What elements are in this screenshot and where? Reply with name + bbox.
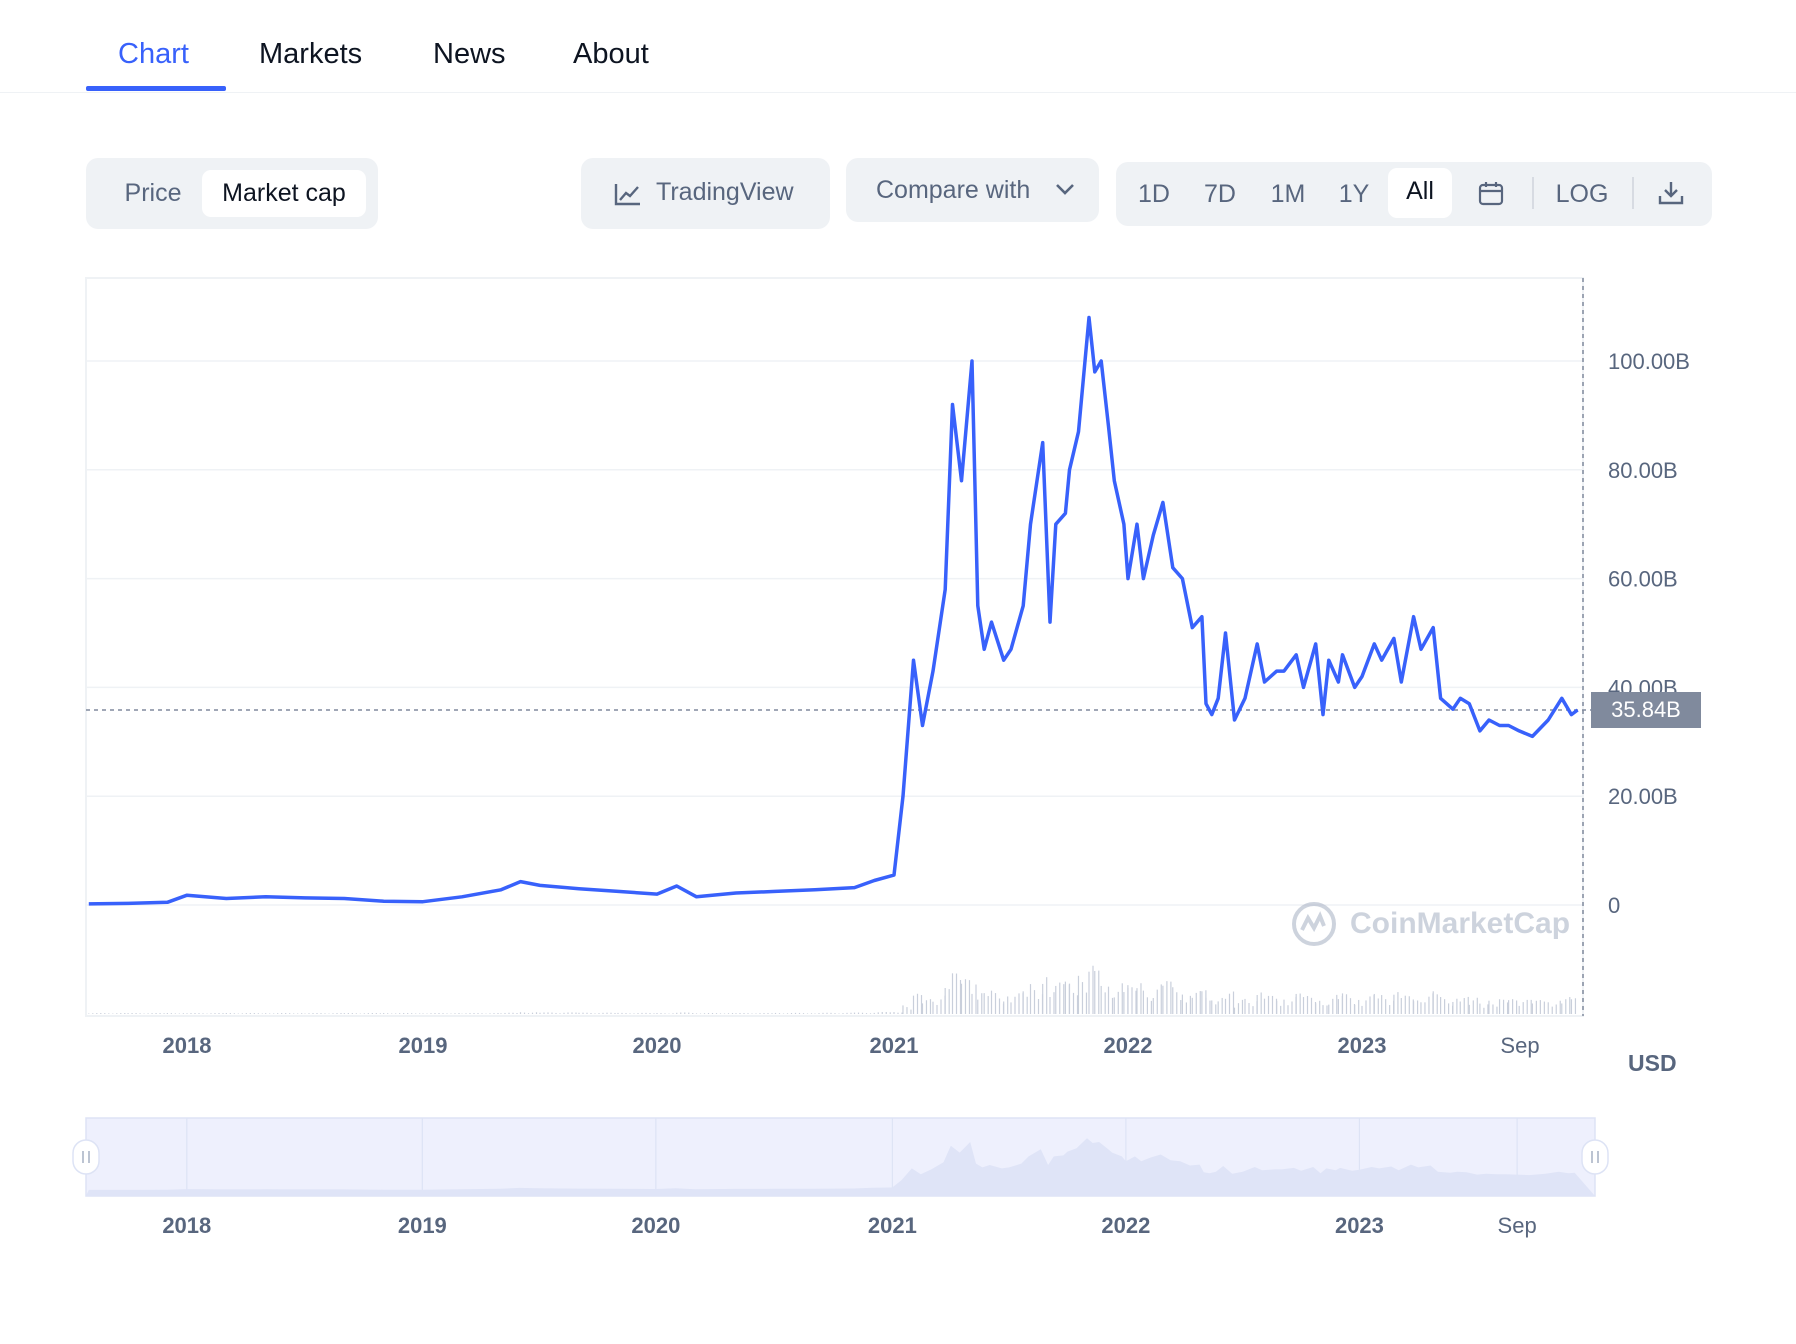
navigator-left-handle[interactable] [72, 1139, 100, 1175]
x-tick-label: Sep [1500, 1033, 1539, 1058]
coinmarketcap-logo-icon [1292, 902, 1336, 946]
navigator-x-tick-label: Sep [1498, 1213, 1537, 1238]
y-tick-label: 0 [1608, 893, 1620, 918]
log-scale-button[interactable]: LOG [1555, 180, 1609, 208]
active-tab-indicator [86, 86, 226, 91]
metric-toggle: Price Market cap [86, 158, 378, 229]
range-7d-button[interactable]: 7D [1204, 180, 1236, 208]
y-tick-label: 20.00B [1608, 784, 1678, 809]
download-icon [1658, 182, 1684, 205]
range-1m-button[interactable]: 1M [1270, 180, 1306, 208]
compare-with-label: Compare with [876, 176, 1031, 204]
tab-markets[interactable]: Markets [259, 38, 363, 70]
x-tick-label: 2018 [163, 1033, 212, 1058]
x-tick-label: 2020 [633, 1033, 682, 1058]
toolbar-divider [1632, 177, 1634, 209]
tab-bar: Chart Markets News About [0, 0, 1796, 93]
price-toggle-button[interactable]: Price [124, 179, 182, 207]
calendar-icon [1478, 182, 1504, 206]
navigator-x-tick-label: 2023 [1335, 1213, 1384, 1238]
chevron-down-icon [1056, 184, 1074, 195]
range-1d-button[interactable]: 1D [1138, 180, 1170, 208]
tab-news[interactable]: News [433, 38, 506, 70]
navigator-x-tick-label: 2018 [162, 1213, 211, 1238]
handle-body [72, 1139, 100, 1175]
market-cap-line [88, 315, 1579, 906]
tradingview-button[interactable]: TradingView [581, 158, 830, 229]
range-1y-button[interactable]: 1Y [1338, 180, 1370, 208]
market-cap-toggle-button[interactable]: Market cap [202, 170, 366, 217]
download-button[interactable] [1658, 180, 1684, 211]
current-value-label: 35.84B [1591, 692, 1701, 728]
navigator-area [86, 1138, 1595, 1196]
x-tick-label: 2022 [1104, 1033, 1153, 1058]
tab-about[interactable]: About [573, 38, 649, 70]
navigator-right-handle[interactable] [1581, 1139, 1609, 1175]
currency-label: USD [1628, 1050, 1677, 1076]
handle-body [1581, 1139, 1609, 1175]
coinmarketcap-watermark: CoinMarketCap [1290, 900, 1570, 948]
y-tick-label: 80.00B [1608, 458, 1678, 483]
line-chart-icon [614, 184, 640, 206]
tab-chart[interactable]: Chart [118, 38, 189, 70]
calendar-button[interactable] [1478, 181, 1504, 212]
navigator-x-tick-label: 2019 [398, 1213, 447, 1238]
x-tick-label: 2019 [399, 1033, 448, 1058]
navigator-x-tick-label: 2021 [868, 1213, 917, 1238]
y-tick-label: 60.00B [1608, 567, 1678, 592]
compare-with-dropdown[interactable]: Compare with [846, 158, 1099, 222]
navigator-x-tick-label: 2022 [1101, 1213, 1150, 1238]
toolbar-divider [1532, 177, 1534, 209]
x-tick-label: 2021 [870, 1033, 919, 1058]
tradingview-label: TradingView [656, 178, 794, 206]
x-tick-label: 2023 [1338, 1033, 1387, 1058]
navigator-x-tick-label: 2020 [631, 1213, 680, 1238]
y-tick-label: 100.00B [1608, 349, 1690, 374]
range-all-button[interactable]: All [1388, 168, 1452, 218]
watermark-text: CoinMarketCap [1350, 907, 1571, 940]
